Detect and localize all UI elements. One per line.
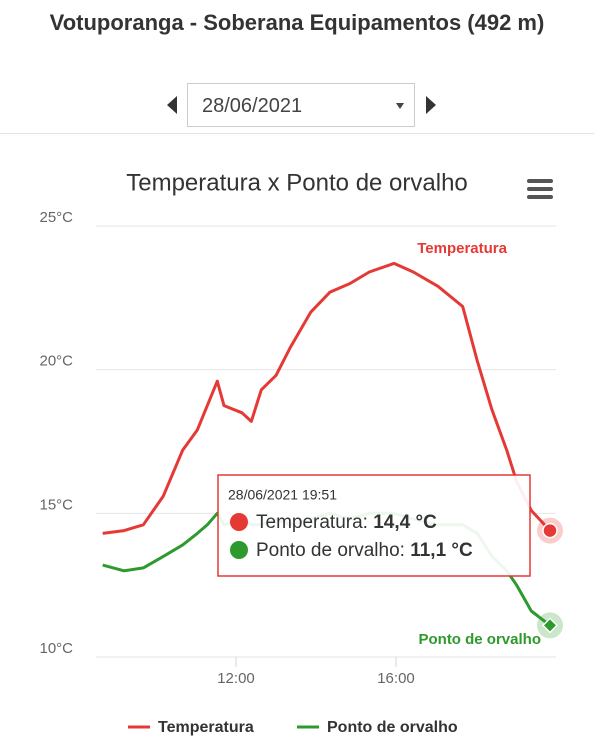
menu-button[interactable]: [527, 179, 553, 199]
prev-day[interactable]: [167, 96, 177, 114]
x-tick-label: 16:00: [377, 670, 415, 687]
tooltip-row: Ponto de orvalho: 11,1 °C: [256, 540, 473, 561]
series-label: Temperatura: [417, 240, 507, 257]
date-select[interactable]: 28/06/2021: [187, 83, 415, 127]
tooltip-marker: [230, 541, 248, 559]
tooltip-label: Temperatura:: [256, 512, 373, 533]
chart-title: Temperatura x Ponto de orvalho: [126, 169, 468, 196]
legend-label: Temperatura: [158, 719, 254, 736]
x-tick-label: 12:00: [217, 670, 255, 687]
tooltip-value: 14,4 °C: [373, 512, 437, 533]
tooltip-value: 11,1 °C: [410, 540, 473, 561]
series-marker: [541, 617, 559, 634]
y-tick-label: 20°C: [39, 353, 73, 370]
page-title: Votuporanga - Soberana Equipamentos (492…: [49, 10, 545, 35]
y-tick-label: 25°C: [39, 209, 73, 226]
separator: [0, 133, 594, 134]
tooltip-row: Temperatura: 14,4 °C: [256, 512, 437, 533]
series-label: Ponto de orvalho: [418, 631, 541, 648]
tooltip-title: 28/06/2021 19:51: [228, 487, 337, 503]
series-line: [102, 261, 552, 535]
tooltip-label: Ponto de orvalho:: [256, 540, 410, 561]
tooltip: 28/06/2021 19:51 Temperatura: 14,4 °C Po…: [217, 474, 531, 577]
legend-label: Ponto de orvalho: [327, 719, 458, 736]
next-day[interactable]: [426, 96, 436, 114]
series-marker: [542, 522, 558, 539]
y-tick-label: 15°C: [39, 496, 73, 513]
y-tick-label: 10°C: [39, 640, 73, 657]
tooltip-marker: [230, 513, 248, 531]
tooltip-box: [217, 474, 531, 577]
